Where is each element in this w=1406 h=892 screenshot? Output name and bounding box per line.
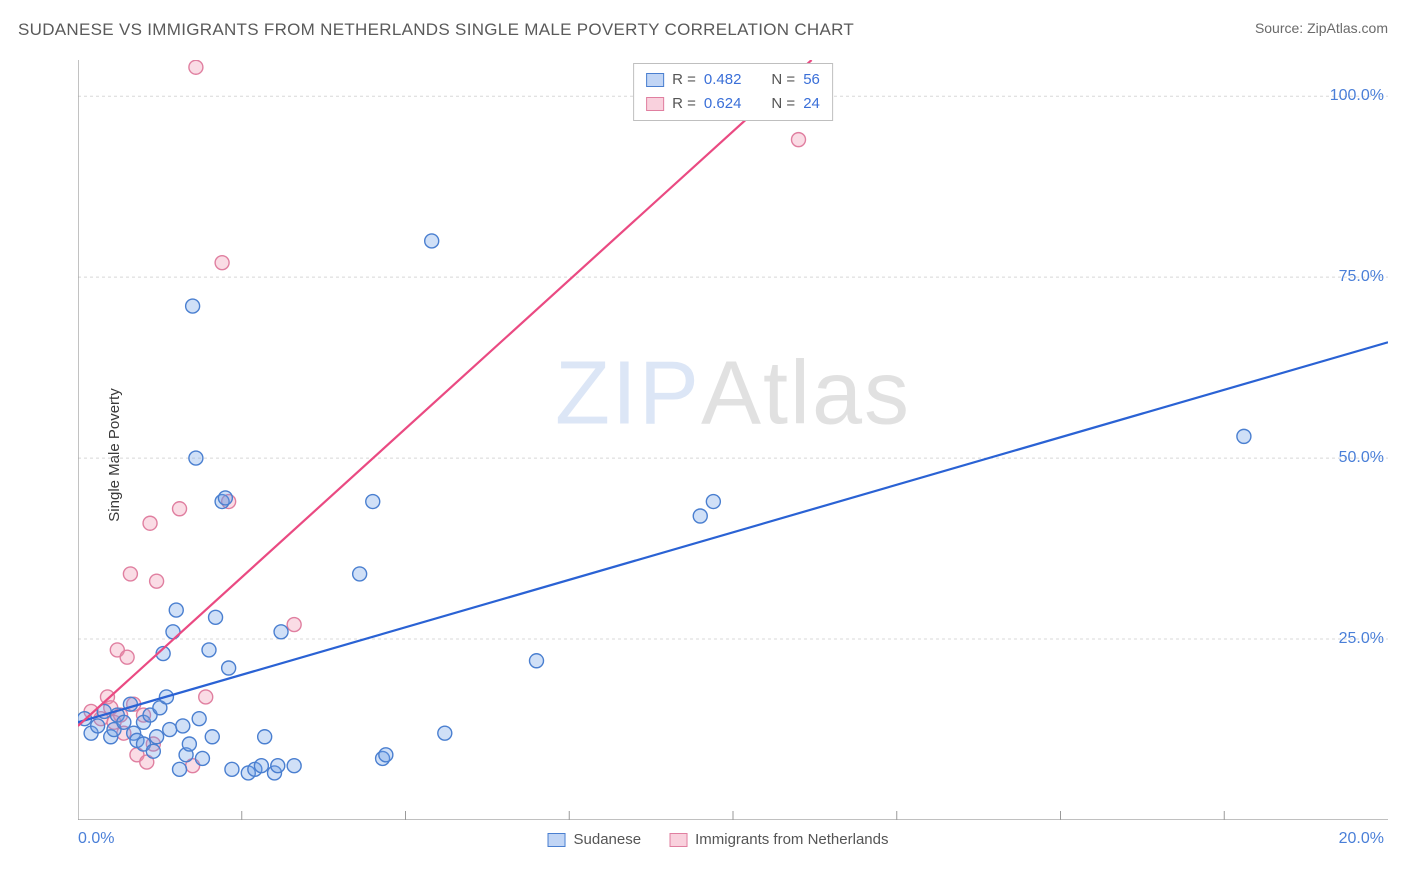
n-label: N = [771, 92, 795, 116]
legend-row-netherlands: R = 0.624 N = 24 [646, 92, 820, 116]
r-value: 0.624 [704, 92, 742, 116]
r-label: R = [672, 68, 696, 92]
n-value: 56 [803, 68, 820, 92]
x-tick-20: 20.0% [1339, 830, 1384, 848]
y-tick-50: 50.0% [1339, 449, 1384, 467]
y-tick-75: 75.0% [1339, 268, 1384, 286]
r-label: R = [672, 92, 696, 116]
y-tick-25: 25.0% [1339, 630, 1384, 648]
chart-container: Single Male Poverty ZIPAtlas R = 0.482 N… [48, 60, 1388, 850]
series-legend: Sudanese Immigrants from Netherlands [548, 831, 889, 848]
header: SUDANESE VS IMMIGRANTS FROM NETHERLANDS … [18, 20, 1388, 40]
y-tick-100: 100.0% [1330, 87, 1384, 105]
swatch-pink-icon [669, 833, 687, 847]
legend-label: Immigrants from Netherlands [695, 831, 888, 848]
chart-title: SUDANESE VS IMMIGRANTS FROM NETHERLANDS … [18, 20, 854, 40]
swatch-pink-icon [646, 97, 664, 111]
legend-label: Sudanese [574, 831, 642, 848]
swatch-blue-icon [548, 833, 566, 847]
correlation-legend: R = 0.482 N = 56 R = 0.624 N = 24 [633, 63, 833, 121]
legend-row-sudanese: R = 0.482 N = 56 [646, 68, 820, 92]
plot-area: ZIPAtlas R = 0.482 N = 56 R = 0.624 N = … [78, 60, 1388, 820]
n-value: 24 [803, 92, 820, 116]
legend-item-sudanese: Sudanese [548, 831, 642, 848]
scatter-plot [78, 60, 1388, 820]
legend-item-netherlands: Immigrants from Netherlands [669, 831, 888, 848]
r-value: 0.482 [704, 68, 742, 92]
x-tick-0: 0.0% [78, 830, 114, 848]
n-label: N = [771, 68, 795, 92]
source-attribution: Source: ZipAtlas.com [1255, 20, 1388, 36]
swatch-blue-icon [646, 73, 664, 87]
